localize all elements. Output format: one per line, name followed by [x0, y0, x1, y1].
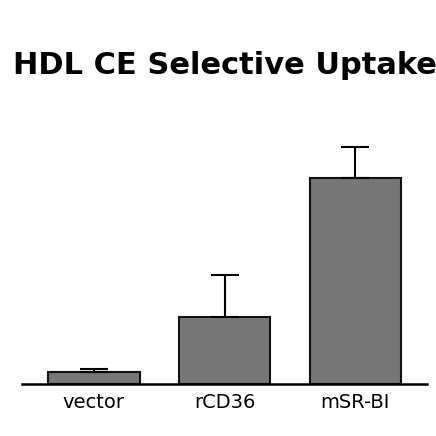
Bar	[179, 317, 270, 384]
Bar	[48, 371, 140, 384]
Title: HDL CE Selective Uptake: HDL CE Selective Uptake	[13, 51, 436, 80]
Bar	[310, 178, 401, 384]
